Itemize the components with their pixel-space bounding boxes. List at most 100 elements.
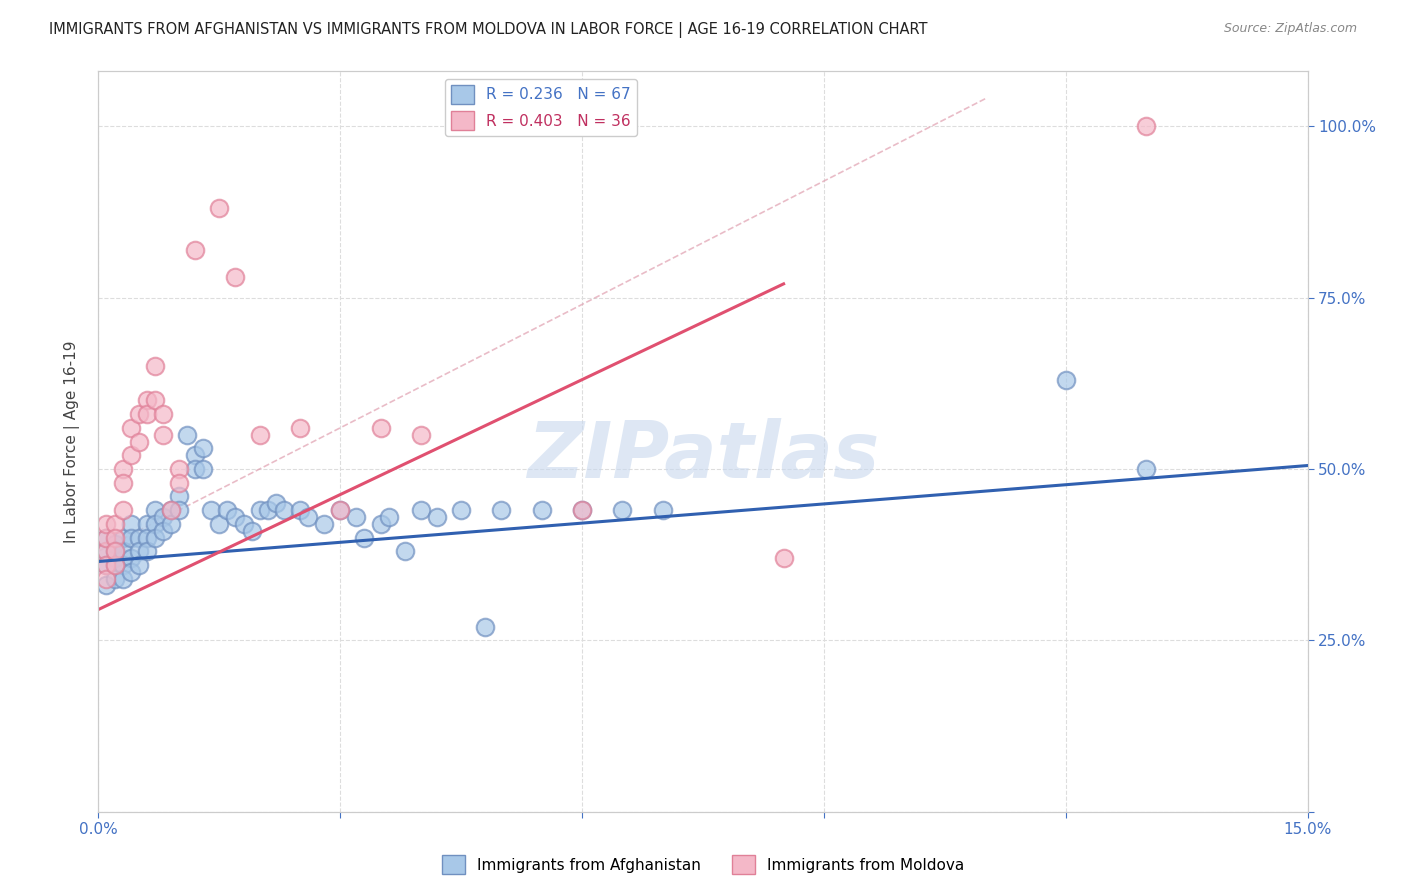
Point xyxy=(232,516,254,531)
Text: ZIPatlas: ZIPatlas xyxy=(527,418,879,494)
Point xyxy=(96,578,118,592)
Point xyxy=(264,496,287,510)
Point xyxy=(184,462,207,476)
Point xyxy=(120,421,142,435)
Point xyxy=(152,510,174,524)
Point xyxy=(120,565,142,579)
Point xyxy=(96,516,118,531)
Point xyxy=(450,503,472,517)
Point xyxy=(314,516,336,531)
Point xyxy=(474,619,496,633)
Point xyxy=(273,503,295,517)
Point xyxy=(208,516,231,531)
Point xyxy=(135,393,157,408)
Point xyxy=(103,558,125,572)
Point xyxy=(152,407,174,421)
Point xyxy=(120,516,142,531)
Point xyxy=(1054,373,1077,387)
Point xyxy=(111,462,134,476)
Point xyxy=(96,558,118,572)
Point xyxy=(167,489,190,503)
Point xyxy=(224,510,246,524)
Point xyxy=(103,544,125,558)
Text: Source: ZipAtlas.com: Source: ZipAtlas.com xyxy=(1223,22,1357,36)
Legend: Immigrants from Afghanistan, Immigrants from Moldova: Immigrants from Afghanistan, Immigrants … xyxy=(436,849,970,880)
Point xyxy=(103,544,125,558)
Point xyxy=(256,503,278,517)
Legend: R = 0.236   N = 67, R = 0.403   N = 36: R = 0.236 N = 67, R = 0.403 N = 36 xyxy=(444,79,637,136)
Point xyxy=(111,475,134,490)
Point xyxy=(184,448,207,462)
Point xyxy=(249,503,271,517)
Point xyxy=(143,531,166,545)
Point xyxy=(103,531,125,545)
Point xyxy=(128,434,150,449)
Point xyxy=(240,524,263,538)
Point xyxy=(530,503,553,517)
Point xyxy=(96,544,118,558)
Point xyxy=(1135,462,1157,476)
Point xyxy=(193,462,215,476)
Point xyxy=(612,503,634,517)
Point xyxy=(491,503,513,517)
Point xyxy=(120,531,142,545)
Point xyxy=(329,503,352,517)
Point xyxy=(128,558,150,572)
Point xyxy=(128,544,150,558)
Point xyxy=(571,503,593,517)
Point xyxy=(176,427,198,442)
Point xyxy=(217,503,239,517)
Point xyxy=(143,359,166,373)
Text: IMMIGRANTS FROM AFGHANISTAN VS IMMIGRANTS FROM MOLDOVA IN LABOR FORCE | AGE 16-1: IMMIGRANTS FROM AFGHANISTAN VS IMMIGRANT… xyxy=(49,22,928,38)
Point xyxy=(288,421,311,435)
Point xyxy=(103,537,125,551)
Point xyxy=(167,503,190,517)
Point xyxy=(128,407,150,421)
Point xyxy=(135,544,157,558)
Point xyxy=(377,510,399,524)
Point xyxy=(103,516,125,531)
Point xyxy=(96,572,118,586)
Point xyxy=(249,427,271,442)
Point xyxy=(135,516,157,531)
Point xyxy=(135,407,157,421)
Point xyxy=(120,551,142,566)
Point xyxy=(1135,119,1157,133)
Point xyxy=(160,503,183,517)
Point xyxy=(120,448,142,462)
Point xyxy=(111,558,134,572)
Point xyxy=(103,558,125,572)
Point xyxy=(152,427,174,442)
Point xyxy=(111,531,134,545)
Point xyxy=(96,558,118,572)
Point xyxy=(409,427,432,442)
Point xyxy=(329,503,352,517)
Point xyxy=(103,551,125,566)
Point xyxy=(208,202,231,216)
Point xyxy=(394,544,416,558)
Point xyxy=(128,531,150,545)
Point xyxy=(651,503,673,517)
Point xyxy=(167,462,190,476)
Point xyxy=(103,572,125,586)
Point xyxy=(370,421,392,435)
Point xyxy=(167,475,190,490)
Point xyxy=(96,531,118,545)
Point xyxy=(370,516,392,531)
Point xyxy=(160,503,183,517)
Point xyxy=(409,503,432,517)
Point xyxy=(143,393,166,408)
Point xyxy=(200,503,222,517)
Point xyxy=(288,503,311,517)
Point xyxy=(143,503,166,517)
Point xyxy=(135,531,157,545)
Y-axis label: In Labor Force | Age 16-19: In Labor Force | Age 16-19 xyxy=(63,340,80,543)
Point xyxy=(111,503,134,517)
Point xyxy=(571,503,593,517)
Point xyxy=(111,572,134,586)
Point xyxy=(96,544,118,558)
Point xyxy=(344,510,367,524)
Point xyxy=(96,531,118,545)
Point xyxy=(160,516,183,531)
Point xyxy=(224,270,246,285)
